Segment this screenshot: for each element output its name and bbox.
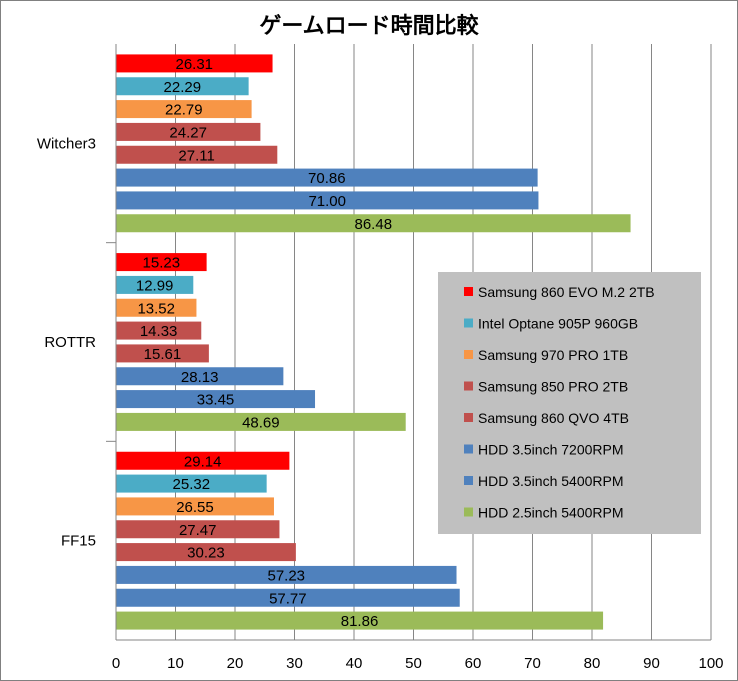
bar-value-label: 12.99	[136, 277, 174, 294]
x-tick-label: 50	[405, 655, 422, 672]
bar-value-label: 25.32	[173, 476, 211, 493]
bars: 26.31 22.29 22.79 24.27 27.11 70.86 71.00 86.48…	[116, 54, 631, 630]
legend-entry: Samsung 860 QVO 4TB	[478, 410, 629, 426]
bar	[116, 390, 316, 409]
x-tick-label: 40	[346, 655, 363, 672]
bar-value-label: 22.79	[165, 102, 203, 119]
legend-entry: HDD 2.5inch 5400RPM	[478, 505, 624, 521]
bar-value-label: 26.31	[175, 56, 213, 73]
bar-value-label: 24.27	[169, 124, 207, 141]
bar	[116, 321, 202, 340]
bar	[116, 168, 538, 187]
bar	[116, 191, 539, 210]
legend-swatch	[464, 318, 473, 328]
bar-value-label: 27.11	[178, 147, 214, 164]
x-tick-label: 10	[167, 655, 184, 672]
bar	[116, 543, 296, 562]
legend-entry: HDD 3.5inch 7200RPM	[478, 442, 624, 458]
legend-entry: HDD 3.5inch 5400RPM	[478, 473, 624, 489]
bar-value-label: 57.77	[269, 590, 307, 607]
bar	[116, 122, 261, 141]
bar	[116, 565, 457, 584]
legend-swatch	[464, 413, 473, 422]
bar-value-label: 70.86	[308, 170, 346, 187]
bar	[116, 54, 273, 73]
bar-value-label: 28.13	[181, 369, 219, 386]
bar	[116, 214, 631, 233]
category-label: ROTTR	[44, 334, 96, 351]
bar-value-label: 29.14	[184, 453, 222, 470]
category-label: Witcher3	[37, 135, 96, 152]
axes: 0 10 20 30 40 50 60 70 80 90 100 Witcher3 ROTTR FF15	[37, 44, 724, 672]
legend-swatch	[464, 381, 473, 391]
bar-value-label: 57.23	[267, 567, 305, 584]
bar	[116, 412, 406, 431]
legend-swatch	[464, 350, 473, 359]
legend-swatch	[464, 476, 473, 485]
bar-value-label: 13.52	[137, 300, 175, 317]
legend-swatch	[464, 444, 473, 454]
legend-box	[438, 272, 701, 534]
legend-swatch	[464, 507, 473, 517]
bar-value-label: 15.23	[143, 255, 181, 272]
bar	[116, 145, 278, 164]
bar-value-label: 27.47	[179, 522, 217, 539]
bar	[116, 275, 194, 294]
x-tick-label: 80	[584, 655, 601, 672]
bar	[116, 298, 197, 317]
bar-value-label: 81.86	[341, 613, 379, 630]
bar-value-label: 33.45	[197, 392, 235, 409]
x-tick-label: 30	[286, 655, 303, 672]
bar	[116, 611, 604, 630]
bar	[116, 253, 207, 272]
bar-value-label: 86.48	[355, 216, 393, 233]
bar	[116, 451, 290, 470]
bar-value-label: 22.29	[164, 79, 202, 96]
bar	[116, 77, 249, 96]
bar	[116, 100, 252, 119]
bar-value-label: 15.61	[144, 346, 182, 363]
bar	[116, 474, 267, 493]
bar	[116, 497, 274, 516]
x-tick-label: 70	[524, 655, 541, 672]
x-tick-label: 90	[643, 655, 660, 672]
bar	[116, 344, 209, 363]
legend: Samsung 860 EVO M.2 2TB Intel Optane 905P…	[438, 272, 701, 534]
bar	[116, 367, 284, 386]
bar-value-label: 30.23	[187, 545, 225, 562]
bar-value-label: 26.55	[176, 499, 214, 516]
x-tick-label: 60	[465, 655, 482, 672]
bar-value-label: 14.33	[140, 323, 178, 340]
legend-swatch	[464, 287, 473, 296]
bar-value-label: 48.69	[242, 414, 280, 431]
bar	[116, 520, 280, 539]
legend-entry: Samsung 970 PRO 1TB	[478, 347, 628, 363]
x-tick-label: 100	[698, 655, 723, 672]
legend-entry: Intel Optane 905P 960GB	[478, 316, 638, 332]
legend-entry: Samsung 860 EVO M.2 2TB	[478, 284, 655, 300]
category-label: FF15	[61, 533, 96, 550]
x-tick-label: 20	[227, 655, 244, 672]
legend-entry: Samsung 850 PRO 2TB	[478, 379, 628, 395]
x-tick-label: 0	[112, 655, 120, 672]
chart-title: ゲームロード時間比較	[259, 13, 479, 39]
bar-value-label: 71.00	[308, 193, 346, 210]
bar	[116, 588, 460, 607]
